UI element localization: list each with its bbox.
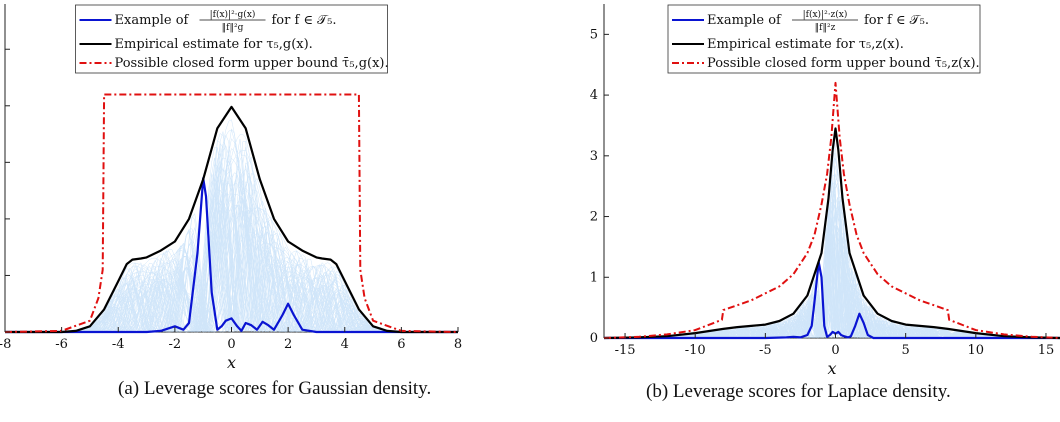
x-tick-label: -4 (112, 337, 125, 352)
x-tick-label: 4 (341, 337, 349, 352)
legend-label-empirical: Empirical estimate for τ₅,z(x). (707, 37, 904, 52)
x-tick-label: 8 (454, 337, 462, 352)
empirical-line (603, 127, 1060, 340)
bound-line (603, 81, 1060, 339)
legend-label-prefix: Example of (707, 13, 782, 28)
background-curves (604, 143, 1060, 339)
legend-label-suffix: for f ∈ 𝒯₅. (864, 13, 929, 28)
x-axis-label: x (827, 359, 836, 375)
background-curve (5, 128, 458, 333)
y-tick-label: 2 (590, 210, 598, 225)
legend-box (75, 4, 388, 74)
example-line (604, 261, 1060, 340)
y-tick-label: 0 (590, 331, 598, 346)
y-tick-label: 4 (590, 88, 598, 103)
x-tick-label: 5 (902, 343, 910, 358)
legend-box (667, 4, 981, 74)
background-curve (5, 129, 458, 333)
plot-area: -8-6-4-20246800.511.522.5x (0, 4, 462, 372)
x-tick-label: -8 (0, 337, 11, 352)
legend-label-bound: Possible closed form upper bound τ̄₅,g(x… (115, 56, 389, 71)
example-line (5, 177, 458, 334)
x-tick-label: -6 (55, 337, 68, 352)
x-tick-label: 15 (1038, 343, 1055, 358)
legend-label-empirical: Empirical estimate for τ₅,g(x). (115, 37, 313, 52)
x-tick-label: 10 (968, 343, 985, 358)
y-tick-label: 3 (590, 149, 598, 164)
x-tick-label: -2 (169, 337, 182, 352)
legend: Example of |f(x)|²·g(x) ‖f‖²g for f ∈ 𝒯₅. Em… (75, 4, 389, 74)
chart-laplace: -15 -10 -5 0 5 10 15 0 1 2 3 4 5 x Example of |f(x)|²·z… (590, 4, 1060, 375)
legend-fraction-numerator: |f(x)|²·z(x) (803, 9, 848, 20)
x-tick-label: 6 (397, 337, 405, 352)
legend-label-suffix: for f ∈ 𝒯₅. (272, 13, 337, 28)
x-tick-label: 0 (227, 337, 235, 352)
x-tick-label: 2 (284, 337, 292, 352)
y-tick-label: 5 (590, 27, 598, 42)
y-tick-label: 1 (590, 270, 598, 285)
x-tick-label: -5 (759, 343, 772, 358)
legend-label-prefix: Example of (115, 13, 190, 28)
legend-fraction-numerator: |f(x)|²·g(x) (210, 9, 256, 20)
legend-fraction-denominator: ‖f‖²z (815, 23, 836, 33)
plot-area: -15 -10 -5 0 5 10 15 0 1 2 3 4 5 x (590, 4, 1060, 375)
x-tick-label: 0 (831, 343, 839, 358)
legend-label-bound: Possible closed form upper bound τ̄₅,z(x… (707, 56, 980, 71)
background-curves (5, 119, 458, 333)
x-tick-label: -15 (615, 343, 636, 358)
x-axis-label: x (227, 353, 236, 372)
empirical-line (5, 105, 458, 334)
background-curve (604, 231, 1060, 339)
legend-fraction-denominator: ‖f‖²g (222, 23, 244, 33)
bound-line (4, 93, 459, 333)
legend: Example of |f(x)|²·z(x) ‖f‖²z for f ∈ 𝒯₅. Em… (667, 4, 981, 74)
x-tick-label: -10 (685, 343, 706, 358)
caption-gaussian: (a) Leverage scores for Gaussian density… (118, 378, 432, 399)
caption-laplace: (b) Leverage scores for Laplace density. (646, 381, 951, 402)
